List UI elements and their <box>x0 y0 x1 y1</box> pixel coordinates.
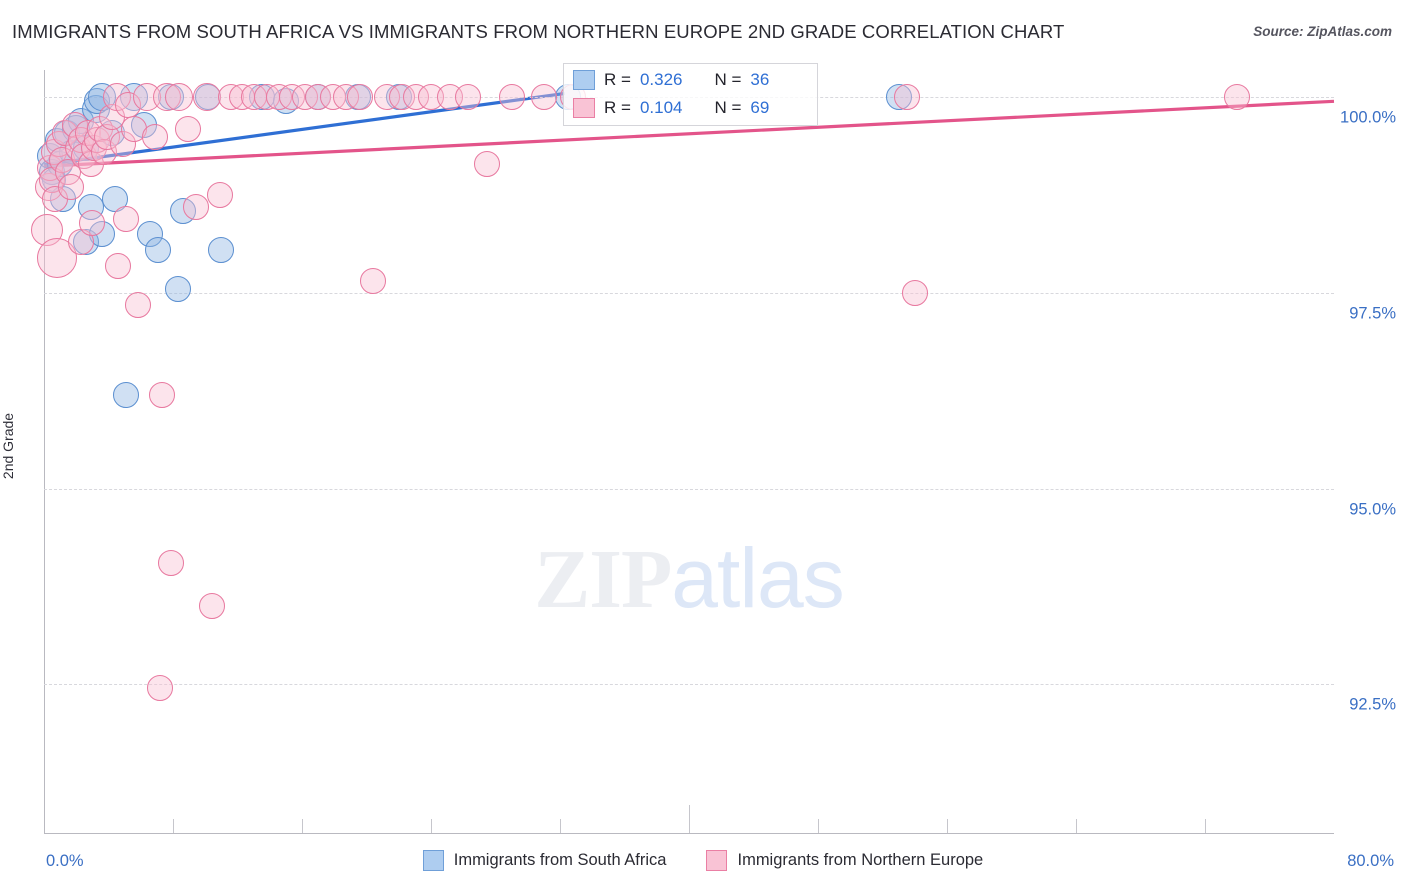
x-axis-label-max: 80.0% <box>1347 852 1394 870</box>
data-point <box>105 252 132 279</box>
x-axis-tick <box>431 819 432 833</box>
stats-row-northern-europe: R = 0.104 N = 69 <box>573 98 769 118</box>
r-label-pink: R = <box>604 98 631 117</box>
x-axis-label-min: 0.0% <box>46 852 84 870</box>
x-axis-tick <box>302 819 303 833</box>
trendlines-layer <box>43 91 1335 168</box>
data-point <box>208 236 235 263</box>
data-point <box>198 593 225 620</box>
x-axis-tick <box>947 819 948 833</box>
data-point <box>192 83 221 112</box>
data-point <box>148 381 175 408</box>
n-value-blue: 36 <box>750 70 770 89</box>
data-point <box>206 182 233 209</box>
n-value-pink: 69 <box>750 98 770 117</box>
x-axis-line <box>44 833 1334 834</box>
data-point <box>530 84 557 111</box>
x-axis-tick <box>560 819 561 833</box>
data-point <box>113 381 140 408</box>
source-label: Source: ZipAtlas.com <box>1253 24 1392 39</box>
r-value-blue: 0.326 <box>639 70 683 89</box>
data-point <box>174 115 201 142</box>
y-axis-tick-label: 95.0% <box>1349 500 1396 519</box>
data-point <box>1224 84 1251 111</box>
legend-item-northern-europe[interactable]: Immigrants from Northern Europe <box>706 850 983 871</box>
swatch-pink-icon <box>573 98 595 118</box>
data-point <box>474 150 501 177</box>
r-label-blue: R = <box>604 70 631 89</box>
legend-swatch-pink-icon <box>706 850 728 871</box>
data-point <box>58 174 85 201</box>
legend-item-south-africa[interactable]: Immigrants from South Africa <box>422 850 667 871</box>
n-label-blue: N = <box>714 70 742 89</box>
r-value-pink: 0.104 <box>639 98 683 117</box>
data-point <box>158 550 185 576</box>
y-axis-line <box>44 70 45 833</box>
gridline <box>44 293 1334 295</box>
data-point <box>182 193 209 220</box>
data-point <box>113 205 140 232</box>
legend-label-northern-europe: Immigrants from Northern Europe <box>737 851 984 869</box>
x-axis-tick <box>818 819 819 833</box>
data-point <box>455 84 482 111</box>
data-point <box>147 675 174 702</box>
data-point <box>124 291 151 318</box>
plot-area: ZIPatlas <box>31 70 1335 833</box>
data-point <box>142 123 169 150</box>
y-axis-title: 2nd Grade <box>0 412 16 480</box>
legend-label-south-africa: Immigrants from South Africa <box>453 851 667 869</box>
data-point <box>347 84 374 111</box>
x-axis-tick <box>1076 819 1077 833</box>
gridline <box>44 684 1334 686</box>
data-point <box>145 236 172 263</box>
swatch-blue-icon <box>573 70 595 90</box>
data-point <box>164 276 191 303</box>
n-label-pink: N = <box>714 98 742 117</box>
data-point <box>79 209 106 236</box>
data-point <box>901 280 928 307</box>
x-axis-tick <box>689 805 690 833</box>
correlation-stats-box: R = 0.326 N = 36 R = 0.104 N = 69 <box>563 63 818 126</box>
data-point <box>359 268 386 295</box>
stats-row-south-africa: R = 0.326 N = 36 <box>573 70 769 90</box>
data-point <box>165 83 194 112</box>
series-legend: Immigrants from South Africa Immigrants … <box>0 850 1406 871</box>
y-axis-tick-label: 97.5% <box>1349 304 1396 323</box>
data-point <box>893 84 920 111</box>
gridline <box>44 488 1334 490</box>
x-axis-tick <box>1205 819 1206 833</box>
y-axis-tick-label: 100.0% <box>1340 108 1396 127</box>
y-axis-tick-label: 92.5% <box>1349 695 1396 714</box>
x-axis-tick <box>173 819 174 833</box>
trendline <box>43 99 1335 168</box>
data-point <box>498 84 525 111</box>
legend-swatch-blue-icon <box>422 850 444 871</box>
page-title: IMMIGRANTS FROM SOUTH AFRICA VS IMMIGRAN… <box>12 21 1065 42</box>
